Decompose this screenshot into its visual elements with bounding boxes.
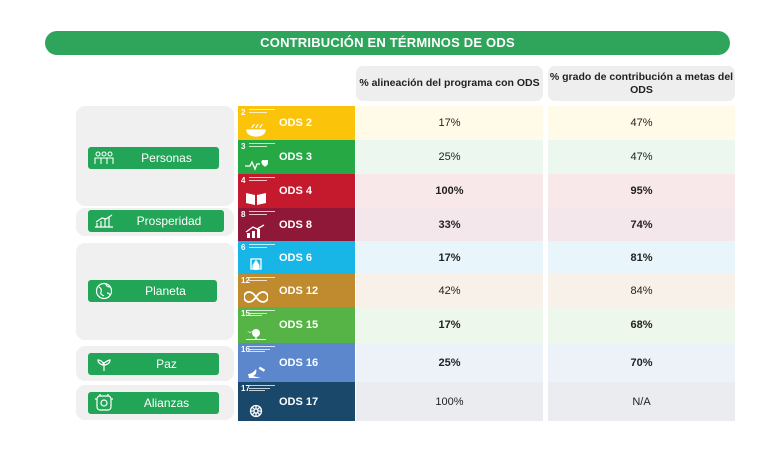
ods-caption: [249, 143, 275, 149]
alignment-cell-ods-4: 100%: [356, 174, 543, 208]
ods-badge-6: 6 ODS 6: [238, 241, 355, 274]
alignment-cell-ods-3: 25%: [356, 140, 543, 174]
ods-caption: [249, 211, 275, 217]
ods-label: ODS 4: [279, 185, 313, 197]
contribution-cell-ods-12: 84%: [548, 274, 735, 307]
ods-caption: [249, 385, 275, 391]
ods-badge-12: 12 ODS 12: [238, 274, 355, 307]
alignment-cell-ods-8: 33%: [356, 208, 543, 241]
alignment-cell-ods-17: 100%: [356, 382, 543, 421]
ods-caption: [249, 177, 275, 183]
dove-gavel-icon: [248, 366, 266, 378]
ods-badge-4: 4 ODS 4: [238, 174, 355, 208]
page-title: CONTRIBUCIÓN EN TÉRMINOS DE ODS: [45, 31, 730, 55]
partnership-icon: [88, 394, 120, 412]
ods-number: 15: [241, 309, 250, 318]
infinity-icon: [244, 291, 268, 303]
alignment-cell-ods-2: 17%: [356, 106, 543, 140]
ods-caption: [249, 277, 275, 283]
tree-bird-icon: [246, 329, 266, 340]
bowl-icon: [246, 123, 266, 137]
ods-badge-16: 16 ODS 16: [238, 343, 355, 382]
ods-number: 16: [241, 345, 250, 354]
ods-number: 3: [241, 142, 246, 151]
group-pill-personas: Personas: [88, 147, 219, 169]
ods-caption: [249, 244, 275, 250]
alignment-cell-ods-16: 25%: [356, 343, 543, 382]
group-label-paz: Paz: [156, 357, 177, 371]
growth-chart-icon: [88, 214, 120, 228]
ods-label: ODS 8: [279, 218, 313, 231]
ods-caption: [249, 346, 275, 352]
ods-label: ODS 17: [279, 395, 319, 408]
growth-chart-icon: [245, 224, 265, 238]
flower-ring-icon: [249, 404, 263, 418]
group-pill-alianzas: Alianzas: [88, 392, 219, 414]
contribution-cell-ods-3: 47%: [548, 140, 735, 174]
contribution-cell-ods-6: 81%: [548, 241, 735, 274]
dove-icon: [88, 356, 120, 372]
alignment-header: % alineación del programa con ODS: [356, 66, 543, 101]
alignment-cell-ods-6: 17%: [356, 241, 543, 274]
contribution-header: % grado de contribución a metas del ODS: [548, 66, 735, 101]
water-drop-icon: [250, 258, 262, 271]
group-label-planeta: Planeta: [145, 284, 186, 298]
heartbeat-icon: [245, 159, 268, 171]
group-pill-prosperidad: Prosperidad: [88, 210, 224, 232]
ods-caption: [249, 109, 275, 115]
contribution-cell-ods-16: 70%: [548, 343, 735, 382]
contribution-cell-ods-4: 95%: [548, 174, 735, 208]
ods-label: ODS 2: [279, 117, 313, 129]
ods-label: ODS 6: [279, 251, 313, 264]
ods-label: ODS 3: [279, 151, 313, 163]
globe-icon: [88, 282, 120, 300]
ods-badge-15: 15 ODS 15: [238, 307, 355, 343]
ods-number: 12: [241, 276, 250, 285]
contribution-cell-ods-8: 74%: [548, 208, 735, 241]
contribution-cell-ods-17: N/A: [548, 382, 735, 421]
alignment-cell-ods-12: 42%: [356, 274, 543, 307]
ods-label: ODS 15: [279, 319, 319, 331]
group-label-personas: Personas: [141, 151, 192, 165]
group-pill-planeta: Planeta: [88, 280, 217, 302]
ods-number: 6: [241, 243, 246, 252]
ods-badge-8: 8 ODS 8: [238, 208, 355, 241]
alignment-cell-ods-15: 17%: [356, 307, 543, 343]
group-label-prosperidad: Prosperidad: [136, 214, 202, 228]
ods-number: 4: [241, 176, 246, 185]
ods-badge-2: 2 ODS 2: [238, 106, 355, 140]
ods-number: 8: [241, 210, 246, 219]
contribution-cell-ods-15: 68%: [548, 307, 735, 343]
ods-label: ODS 16: [279, 356, 319, 369]
ods-caption: [249, 310, 275, 316]
ods-badge-17: 17 ODS 17: [238, 382, 355, 421]
group-label-alianzas: Alianzas: [143, 396, 190, 410]
people-icon: [88, 151, 120, 165]
ods-badge-3: 3 ODS 3: [238, 140, 355, 174]
book-icon: [246, 193, 266, 205]
group-pill-paz: Paz: [88, 353, 219, 375]
ods-number: 17: [241, 384, 250, 393]
ods-label: ODS 12: [279, 284, 319, 297]
contribution-cell-ods-2: 47%: [548, 106, 735, 140]
ods-number: 2: [241, 108, 246, 117]
